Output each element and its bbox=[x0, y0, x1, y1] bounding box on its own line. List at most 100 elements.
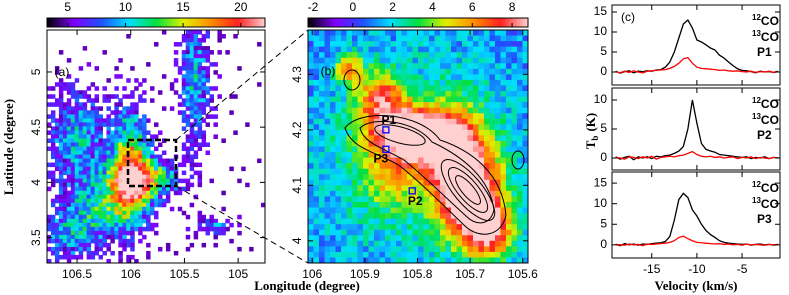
map-pixel bbox=[114, 235, 118, 240]
map-pixel bbox=[330, 169, 336, 175]
colorbar-cell bbox=[129, 18, 132, 27]
map-pixel bbox=[194, 94, 198, 99]
map-pixel bbox=[446, 241, 452, 247]
map-pixel bbox=[336, 113, 342, 119]
map-pixel bbox=[71, 147, 75, 152]
map-pixel bbox=[95, 167, 99, 172]
map-pixel bbox=[451, 252, 457, 258]
map-pixel bbox=[142, 114, 146, 119]
map-pixel bbox=[67, 255, 71, 260]
map-pixel bbox=[319, 85, 325, 91]
panel-label: (b) bbox=[321, 64, 336, 78]
map-pixel bbox=[178, 94, 182, 99]
map-pixel bbox=[134, 147, 138, 152]
map-pixel bbox=[67, 207, 71, 212]
map-pixel bbox=[186, 46, 190, 51]
map-pixel bbox=[75, 90, 79, 95]
map-pixel bbox=[154, 191, 158, 196]
map-pixel bbox=[158, 179, 162, 184]
map-pixel bbox=[352, 74, 358, 80]
map-pixel bbox=[118, 147, 122, 152]
map-pixel bbox=[59, 175, 63, 180]
map-pixel bbox=[369, 63, 375, 69]
map-pixel bbox=[71, 183, 75, 188]
map-pixel bbox=[162, 30, 166, 35]
map-pixel bbox=[347, 152, 353, 158]
map-pixel bbox=[484, 147, 490, 153]
map-pixel bbox=[336, 219, 342, 225]
map-pixel bbox=[150, 98, 154, 103]
map-pixel bbox=[418, 230, 424, 236]
map-pixel bbox=[479, 113, 485, 119]
map-pixel bbox=[118, 167, 122, 172]
map-pixel bbox=[446, 102, 452, 108]
map-pixel bbox=[146, 163, 150, 168]
map-pixel bbox=[198, 98, 202, 103]
map-pixel bbox=[374, 135, 380, 141]
map-pixel bbox=[479, 224, 485, 230]
map-pixel bbox=[462, 141, 468, 147]
map-pixel bbox=[182, 110, 186, 115]
map-pixel bbox=[102, 187, 106, 192]
map-pixel bbox=[237, 66, 241, 71]
map-pixel bbox=[462, 135, 468, 141]
map-pixel bbox=[424, 47, 430, 53]
map-pixel bbox=[407, 208, 413, 214]
map-pixel bbox=[158, 195, 162, 200]
map-pixel bbox=[330, 58, 336, 64]
map-pixel bbox=[99, 175, 103, 180]
map-pixel bbox=[424, 63, 430, 69]
map-pixel bbox=[446, 152, 452, 158]
colorbar-cell bbox=[473, 18, 476, 27]
map-pixel bbox=[462, 52, 468, 58]
map-pixel bbox=[146, 175, 150, 180]
map-pixel bbox=[352, 158, 358, 164]
map-pixel bbox=[83, 155, 87, 160]
map-pixel bbox=[75, 159, 79, 164]
map-pixel bbox=[347, 36, 353, 42]
map-pixel bbox=[341, 158, 347, 164]
map-pixel bbox=[114, 159, 118, 164]
map-pixel bbox=[162, 179, 166, 184]
map-pixel bbox=[314, 208, 320, 214]
map-pixel bbox=[102, 203, 106, 208]
map-pixel bbox=[490, 135, 496, 141]
map-pixel bbox=[63, 86, 67, 91]
map-pixel bbox=[55, 243, 59, 248]
map-pixel bbox=[83, 110, 87, 115]
map-pixel bbox=[83, 179, 87, 184]
map-pixel bbox=[245, 183, 249, 188]
map-pixel bbox=[314, 58, 320, 64]
y-tick-label: 4.3 bbox=[290, 66, 304, 83]
map-pixel bbox=[67, 167, 71, 172]
colorbar-cell bbox=[448, 18, 451, 27]
map-pixel bbox=[512, 113, 518, 119]
map-pixel bbox=[95, 191, 99, 196]
map-pixel bbox=[490, 58, 496, 64]
map-pixel bbox=[490, 224, 496, 230]
map-pixel bbox=[501, 36, 507, 42]
map-pixel bbox=[130, 247, 134, 252]
map-pixel bbox=[363, 80, 369, 86]
map-pixel bbox=[87, 183, 91, 188]
map-pixel bbox=[114, 118, 118, 123]
map-pixel bbox=[451, 80, 457, 86]
map-pixel bbox=[325, 158, 331, 164]
map-pixel bbox=[319, 141, 325, 147]
map-pixel bbox=[402, 74, 408, 80]
map-pixel bbox=[122, 175, 126, 180]
map-pixel bbox=[369, 208, 375, 214]
map-pixel bbox=[194, 130, 198, 135]
colorbar-cell bbox=[347, 18, 350, 27]
map-pixel bbox=[495, 80, 501, 86]
map-pixel bbox=[99, 215, 103, 220]
map-pixel bbox=[374, 169, 380, 175]
map-pixel bbox=[429, 47, 435, 53]
colorbar-cell bbox=[63, 18, 66, 27]
map-pixel bbox=[484, 130, 490, 136]
map-pixel bbox=[352, 185, 358, 191]
map-pixel bbox=[71, 114, 75, 119]
map-pixel bbox=[440, 102, 446, 108]
map-pixel bbox=[186, 138, 190, 143]
map-pixel bbox=[110, 110, 114, 115]
